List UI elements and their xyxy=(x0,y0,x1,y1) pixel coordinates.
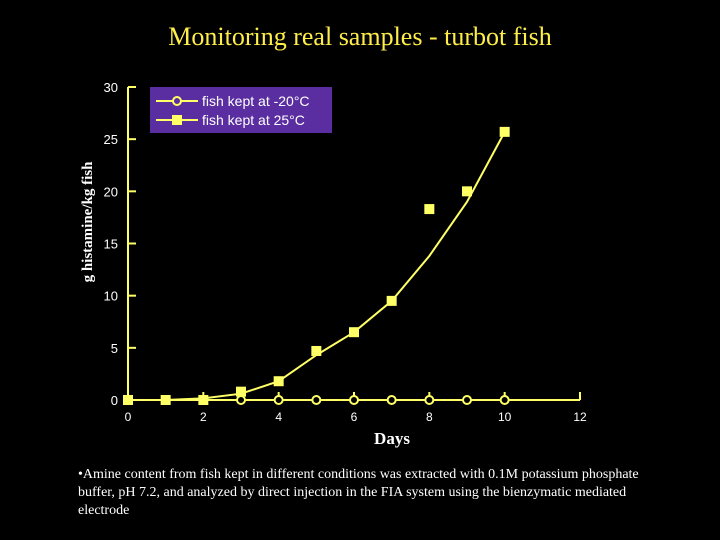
y-axis-label: g histamine/kg fish xyxy=(80,161,96,283)
chart-marks xyxy=(123,126,510,405)
data-point-25c xyxy=(499,126,510,137)
data-point-minus20c xyxy=(386,395,397,405)
data-point-minus20c xyxy=(311,395,322,405)
y-tick-label: 5 xyxy=(111,341,118,356)
trend-line xyxy=(165,131,506,401)
slide-caption: •Amine content from fish kept in differe… xyxy=(78,467,639,518)
data-point-25c xyxy=(123,395,133,405)
data-point-25c xyxy=(273,376,284,387)
data-point-minus20c xyxy=(349,395,359,405)
x-tick-label: 0 xyxy=(125,410,132,424)
data-point-25c xyxy=(236,386,246,397)
data-point-25c xyxy=(311,345,322,356)
legend-label-25c: fish kept at 25°C xyxy=(202,112,305,128)
x-tick-label: 12 xyxy=(573,410,587,424)
y-tick-label: 20 xyxy=(104,184,118,199)
chart-legend: fish kept at -20°C fish kept at 25°C xyxy=(150,87,332,133)
y-tick-label: 30 xyxy=(104,80,118,95)
data-point-25c xyxy=(349,327,359,338)
data-point-minus20c xyxy=(273,395,284,405)
data-point-25c xyxy=(462,186,472,197)
chart-axes xyxy=(127,87,580,401)
legend-marker-minus20c xyxy=(172,96,182,106)
y-tick-label: 0 xyxy=(111,393,118,408)
x-axis-label: Days xyxy=(374,429,410,448)
x-tick-label: 4 xyxy=(275,410,282,424)
x-tick-label: 8 xyxy=(426,410,433,424)
data-point-25c xyxy=(424,204,435,215)
y-tick-label: 10 xyxy=(104,289,118,304)
y-tick-label: 25 xyxy=(104,132,118,147)
trend-line-25c xyxy=(165,131,506,401)
data-point-minus20c xyxy=(236,395,246,405)
legend-box xyxy=(150,87,332,133)
y-tick-label: 15 xyxy=(104,237,118,252)
legend-label-minus20c: fish kept at -20°C xyxy=(202,93,310,109)
data-point-minus20c xyxy=(499,395,510,405)
x-tick-label: 10 xyxy=(498,410,512,424)
data-point-25c xyxy=(160,395,171,405)
data-point-25c xyxy=(198,395,209,405)
x-tick-label: 6 xyxy=(351,410,358,424)
data-point-25c xyxy=(386,295,397,306)
x-tick-label: 2 xyxy=(200,410,207,424)
slide-title: Monitoring real samples - turbot fish xyxy=(168,22,552,51)
legend-marker-25c xyxy=(172,115,182,125)
data-point-minus20c xyxy=(424,395,435,405)
data-point-minus20c xyxy=(462,395,472,405)
